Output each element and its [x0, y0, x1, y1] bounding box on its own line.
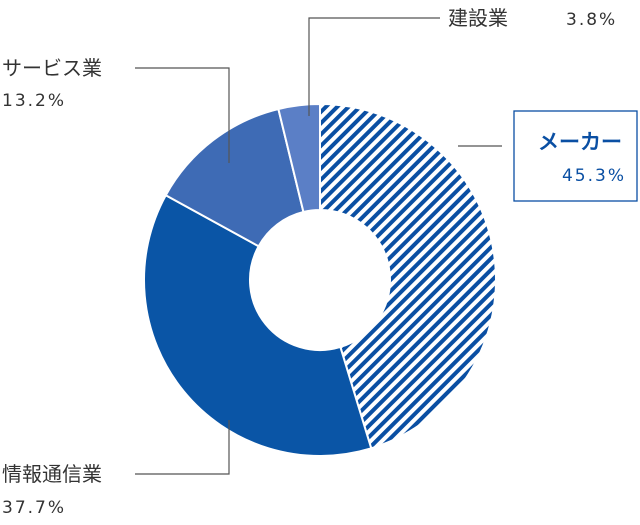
- label-maker-pct: 45.3%: [562, 166, 626, 186]
- label-service-name: サービス業: [2, 56, 102, 80]
- slices-group: [143, 102, 497, 457]
- label-construction-pct: 3.8%: [566, 10, 617, 30]
- label-service-pct: 13.2%: [2, 91, 66, 111]
- label-maker-name: メーカー: [538, 130, 622, 154]
- slice-construction: [277, 102, 321, 214]
- slice-info: [143, 193, 373, 457]
- leader-line-service: [135, 67, 230, 163]
- slice-service: [164, 107, 305, 248]
- label-info-pct: 37.7%: [2, 498, 66, 518]
- leader-line-construction: [308, 17, 440, 116]
- label-info-name: 情報通信業: [2, 462, 102, 486]
- leader-line-info: [135, 420, 230, 475]
- label-construction-name: 建設業: [448, 6, 508, 30]
- slice-maker: [319, 102, 497, 450]
- highlight-box: [513, 110, 638, 202]
